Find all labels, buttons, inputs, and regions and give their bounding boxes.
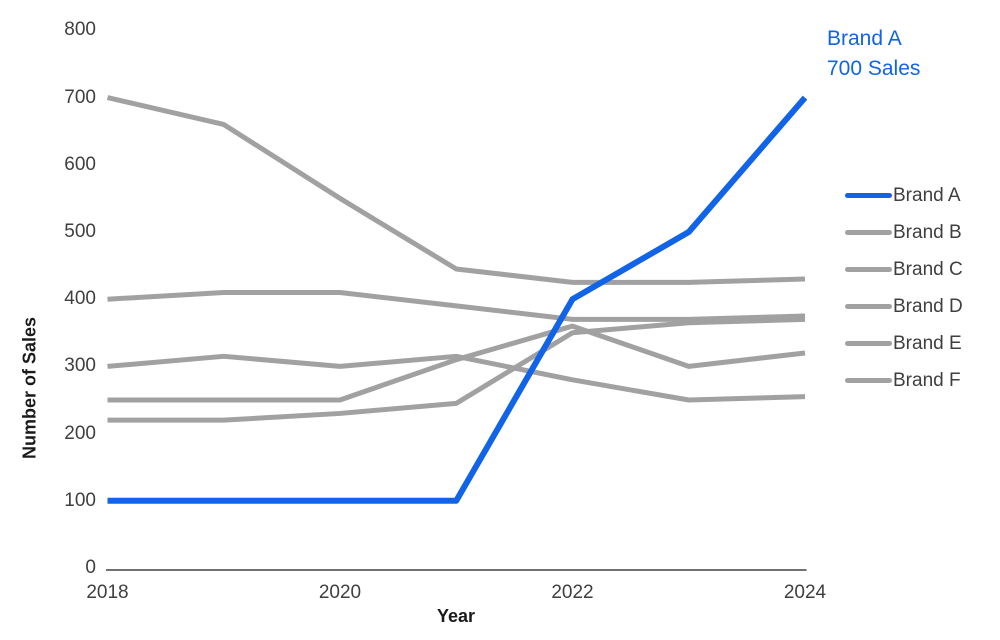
annotation-line-2: 700 Sales [827,57,921,80]
x-axis-tick-label: 2020 [318,582,362,603]
legend-item-brand-f: Brand F [845,362,995,399]
legend-label: Brand A [893,184,961,206]
y-axis-title: Number of Sales [19,316,40,460]
series-line-brand-b [106,95,806,285]
series-line-brand-f [107,316,806,423]
y-axis-tick-label: 200 [64,422,96,444]
legend-swatch-brand-c [845,267,892,272]
y-axis-tick-label: 500 [64,221,96,242]
legend-swatch-brand-d [845,304,892,309]
y-axis-tick-label: 700 [64,86,96,108]
annotation-brand-a: Brand A 700 Sales [827,24,920,84]
legend-item-brand-b: Brand B [845,214,995,251]
y-axis-tick-label: 800 [64,19,96,41]
legend-item-brand-e: Brand E [845,325,995,362]
legend-label: Brand B [893,221,962,243]
y-axis-tick-label: 100 [64,489,96,511]
legend-item-brand-a: Brand A [845,177,995,214]
series-line-brand-c [107,289,806,322]
y-axis-tick-label: 300 [64,355,96,377]
legend-swatch-brand-a [845,193,892,198]
x-axis-title: Year [436,606,476,626]
y-axis-tick-label: 600 [64,153,96,175]
y-axis-tick-label: 0 [85,557,96,578]
series-line-brand-a [107,95,808,504]
series-line-brand-e [107,323,806,403]
legend-swatch-brand-f [845,378,892,383]
legend-item-brand-d: Brand D [845,288,995,325]
x-axis-tick-label: 2024 [783,582,827,603]
legend-label: Brand E [893,332,962,354]
x-axis-tick-label: 2018 [86,582,129,603]
legend-label: Brand D [893,295,963,317]
x-axis-tick-label: 2022 [551,582,594,603]
legend-swatch-brand-e [845,341,892,346]
y-axis-tick-label: 400 [64,288,96,310]
legend-swatch-brand-b [845,230,892,235]
legend-label: Brand C [893,258,963,280]
legend: Brand A Brand B Brand C Brand D Brand E Brand… [845,177,995,399]
series-line-brand-d [107,353,806,403]
legend-item-brand-c: Brand C [845,251,995,288]
legend-label: Brand F [893,369,961,391]
annotation-line-1: Brand A [827,27,902,50]
